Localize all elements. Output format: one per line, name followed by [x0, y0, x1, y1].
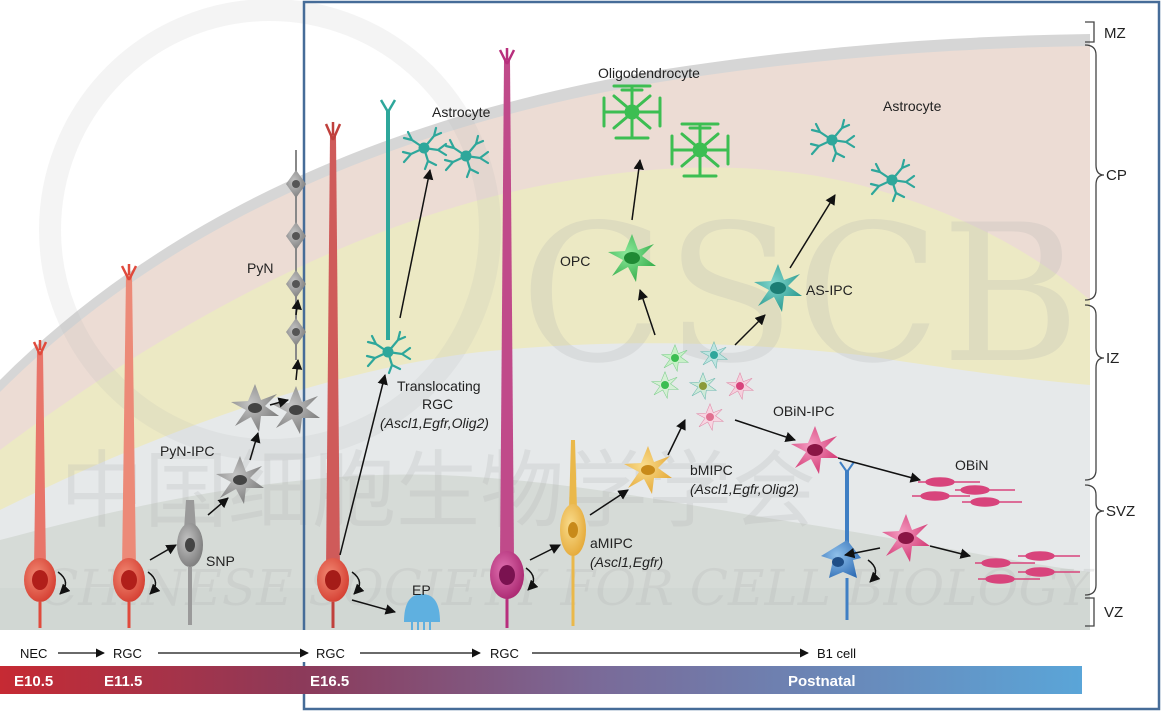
snp-cell	[177, 500, 203, 625]
label-astrocyte-right: Astrocyte	[883, 98, 942, 114]
lineage-rgc-3: RGC	[490, 646, 519, 661]
rgc-e16-cell	[317, 122, 365, 628]
lineage-nec: NEC	[20, 646, 47, 661]
early-arrows	[149, 298, 303, 561]
era-e105: E10.5	[14, 673, 53, 690]
obin-ipc-cells	[791, 426, 930, 562]
label-translocating-rgc-3: (Ascl1,Egfr,Olig2)	[380, 415, 489, 431]
rgc-e11-cell	[113, 264, 161, 628]
zone-label-iz: IZ	[1106, 350, 1119, 367]
label-translocating-rgc-1: Translocating	[397, 378, 481, 394]
watermark-logo: CSCB	[520, 184, 1081, 405]
translocating-rgc	[365, 99, 412, 375]
era-postnatal: Postnatal	[788, 673, 856, 690]
label-as-ipc: AS-IPC	[806, 282, 853, 298]
label-astrocyte-left: Astrocyte	[432, 104, 491, 120]
label-amipc-2: (Ascl1,Egfr)	[590, 554, 663, 570]
progenitor-cluster	[651, 341, 754, 431]
lineage-rgc-2: RGC	[316, 646, 345, 661]
lineage-row: NEC RGC RGC RGC B1 cell	[0, 630, 1090, 662]
zone-label-cp: CP	[1106, 167, 1127, 184]
era-e115: E11.5	[104, 673, 142, 690]
obin-neurons	[912, 477, 1080, 584]
watermark: 中国细胞生物学学会 CHINESE SOCIETY FOR CELL BIOLO…	[39, 0, 1095, 617]
pyn-neurons	[286, 150, 306, 360]
label-bmipc-2: (Ascl1,Egfr,Olig2)	[690, 481, 799, 497]
label-pyn: PyN	[247, 260, 273, 276]
label-amipc-1: aMIPC	[590, 535, 633, 551]
label-opc: OPC	[560, 253, 590, 269]
label-pyn-ipc: PyN-IPC	[160, 443, 214, 459]
rgc-postnatal-cell	[490, 48, 539, 628]
label-oligodendrocyte: Oligodendrocyte	[598, 65, 700, 81]
label-snp: SNP	[206, 553, 235, 569]
watermark-en: CHINESE SOCIETY FOR CELL BIOLOGY	[40, 559, 1095, 617]
lineage-b1: B1 cell	[817, 646, 856, 661]
pyn-ipc-cells	[216, 384, 320, 504]
opc-cell	[608, 234, 656, 282]
label-obin: OBiN	[955, 457, 988, 473]
zone-bracket	[1084, 21, 1105, 627]
era-e165: E16.5	[310, 673, 349, 690]
postnatal-frame	[302, 0, 1161, 711]
label-obin-ipc: OBiN-IPC	[773, 403, 834, 419]
zone-label-svz: SVZ	[1106, 503, 1135, 520]
nec-cell	[24, 340, 71, 628]
time-bar	[0, 666, 1082, 694]
label-bmipc-1: bMIPC	[690, 462, 733, 478]
late-arrows	[339, 158, 972, 615]
zone-label-mz: MZ	[1104, 25, 1126, 42]
bmipc-cell	[624, 446, 672, 494]
as-ipc-cell	[754, 264, 802, 312]
label-ep: EP	[412, 582, 431, 598]
label-translocating-rgc-2: RGC	[422, 396, 453, 412]
amipc-cell	[560, 440, 586, 626]
lineage-rgc-1: RGC	[113, 646, 142, 661]
zone-label-vz: VZ	[1104, 604, 1123, 621]
